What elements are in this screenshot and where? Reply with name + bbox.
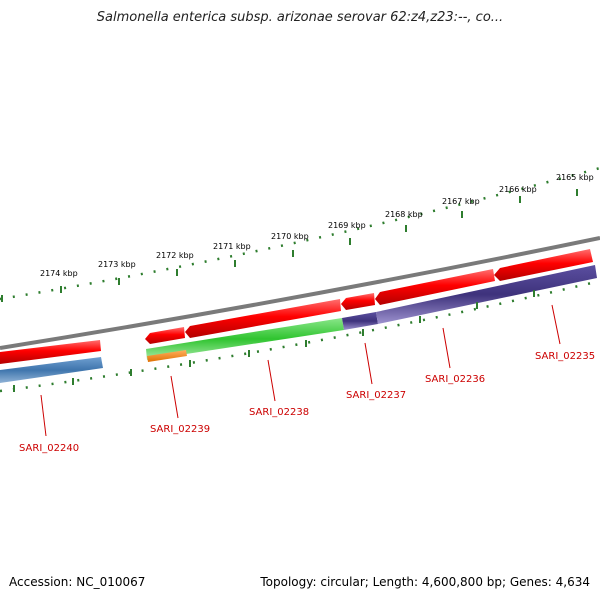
- label-leaders: [40, 304, 561, 437]
- topology-text: Topology: circular; Length: 4,600,800 bp…: [260, 575, 590, 589]
- gene-label-sari02236[interactable]: SARI_02236: [425, 374, 485, 385]
- scale-label-2170: 2170 kbp: [271, 232, 309, 241]
- cds-arrow-sari02239[interactable]: [145, 327, 185, 344]
- feature-purple-small[interactable]: [342, 312, 378, 330]
- scale-label-2165: 2165 kbp: [556, 173, 594, 182]
- backbone-track: [0, 236, 600, 350]
- accession-text: Accession: NC_010067: [9, 575, 146, 589]
- scale-label-2166: 2166 kbp: [499, 185, 537, 194]
- cds-arrow-sari02235[interactable]: [494, 249, 593, 281]
- scale-label-2172: 2172 kbp: [156, 251, 194, 260]
- cds-arrow-sari02236[interactable]: [375, 269, 495, 305]
- feature-purple[interactable]: [376, 265, 597, 324]
- scale-label-2174: 2174 kbp: [40, 269, 78, 278]
- cds-track: [0, 249, 593, 364]
- gene-label-sari02238[interactable]: SARI_02238: [249, 407, 309, 418]
- scale-label-2173: 2173 kbp: [98, 260, 136, 269]
- gene-label-sari02240[interactable]: SARI_02240: [19, 443, 79, 454]
- feature-green[interactable]: [146, 318, 344, 360]
- gene-label-sari02235[interactable]: SARI_02235: [535, 351, 595, 362]
- cds-arrow-sari02237[interactable]: [341, 293, 375, 310]
- feature-track: [0, 265, 597, 383]
- feature-orange[interactable]: [147, 350, 187, 362]
- gene-label-sari02237[interactable]: SARI_02237: [346, 390, 406, 401]
- scale-label-2169: 2169 kbp: [328, 221, 366, 230]
- scale-label-2168: 2168 kbp: [385, 210, 423, 219]
- cds-arrow-sari02238[interactable]: [185, 299, 341, 338]
- feature-blue[interactable]: [0, 357, 103, 383]
- cds-arrow-sari02240[interactable]: [0, 340, 101, 364]
- map-title: Salmonella enterica subsp. arizonae sero…: [96, 10, 504, 25]
- scale-label-2171: 2171 kbp: [213, 242, 251, 251]
- lower-scale: [0, 279, 600, 393]
- gene-label-sari02239[interactable]: SARI_02239: [150, 424, 210, 435]
- scale-label-2167: 2167 kbp: [442, 197, 480, 206]
- upper-scale: [0, 166, 600, 302]
